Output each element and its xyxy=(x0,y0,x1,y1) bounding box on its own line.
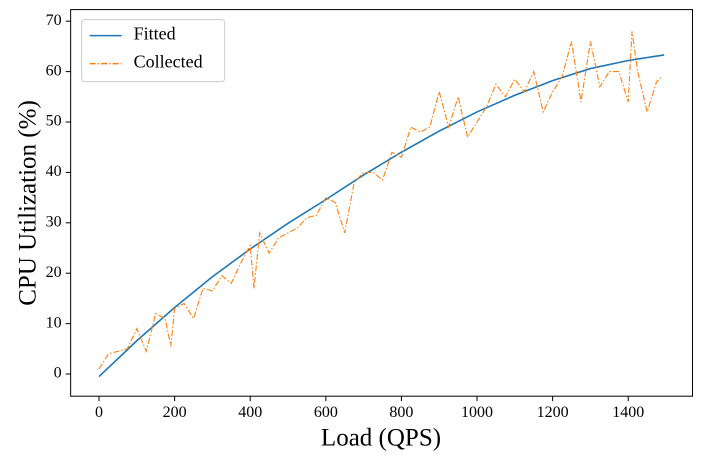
y-tick-label: 60 xyxy=(46,62,62,79)
x-tick-label: 1000 xyxy=(461,404,493,421)
y-tick-label: 30 xyxy=(46,213,62,230)
x-tick-label: 800 xyxy=(389,404,413,421)
y-tick-label: 20 xyxy=(46,264,62,281)
x-tick-label: 600 xyxy=(314,404,338,421)
series-line xyxy=(98,31,663,370)
x-tick-label: 1200 xyxy=(537,404,569,421)
x-axis-label: Load (QPS) xyxy=(321,425,441,452)
x-tick-label: 0 xyxy=(95,404,103,421)
y-axis-label: CPU Utilization (%) xyxy=(15,100,42,306)
legend-label: Fitted xyxy=(134,24,176,44)
series-line xyxy=(98,54,665,378)
y-tick-label: 40 xyxy=(46,163,62,180)
y-tick-label: 50 xyxy=(46,113,62,130)
x-tick-label: 1400 xyxy=(612,404,644,421)
y-tick-label: 0 xyxy=(54,365,62,382)
plot-frame xyxy=(70,9,693,397)
x-tick-label: 200 xyxy=(163,404,187,421)
legend-label: Collected xyxy=(134,52,203,72)
x-tick-label: 400 xyxy=(238,404,262,421)
y-tick-label: 10 xyxy=(46,314,62,331)
y-tick-label: 70 xyxy=(46,12,62,29)
